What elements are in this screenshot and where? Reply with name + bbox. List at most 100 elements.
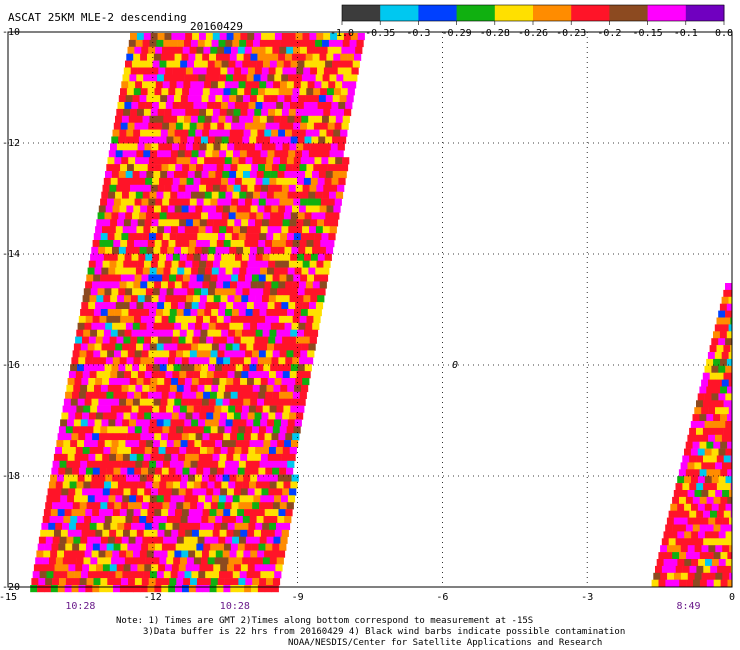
swath-cell [216, 240, 224, 248]
swath-cell [163, 115, 171, 123]
swath-cell [279, 467, 287, 475]
swath-cell [192, 219, 201, 227]
swath-cell [113, 122, 121, 130]
swath-cell [192, 412, 200, 420]
swath-cell [226, 226, 234, 234]
swath-cell [727, 579, 733, 587]
swath-cell [193, 253, 201, 261]
swath-cell [162, 350, 170, 358]
swath-cell [216, 164, 224, 172]
swath-cell [711, 559, 720, 567]
swath-cell [270, 171, 278, 179]
swath-cell [656, 559, 664, 567]
swath-cell [169, 274, 177, 282]
swath-cell [232, 115, 240, 123]
swath-cell [37, 543, 45, 551]
swath-cell [62, 557, 70, 565]
swath-cell [230, 585, 238, 593]
swath-cell [170, 39, 178, 48]
y-tick-label: -10 [2, 27, 20, 38]
swath-cell [283, 288, 292, 296]
swath-cell [88, 260, 96, 268]
swath-cell [176, 578, 184, 586]
swath-cell [240, 564, 249, 572]
swath-cell [663, 559, 671, 567]
swath-cell [171, 108, 179, 117]
swath-cell [177, 495, 185, 503]
swath-cell [236, 322, 244, 330]
swath-cell [133, 550, 141, 558]
swath-cell [164, 488, 173, 496]
swath-cell [257, 585, 266, 593]
swath-cell [181, 550, 189, 558]
swath-cell [233, 302, 241, 310]
swath-cell [199, 67, 207, 75]
swath-cell [242, 516, 250, 524]
swath-cell [256, 136, 264, 144]
swath-cell [197, 39, 205, 48]
swath-cell [174, 433, 183, 441]
swath-cell [660, 572, 668, 580]
swath-cell [140, 205, 148, 213]
swath-cell [261, 143, 269, 151]
swath-cell [718, 503, 726, 511]
swath-cell [347, 53, 355, 61]
swath-cell [78, 585, 86, 593]
swath-cell [50, 509, 58, 517]
swath-cell [730, 538, 732, 546]
swath-cell [723, 345, 731, 353]
swath-cell [153, 171, 161, 179]
swath-cell [122, 571, 130, 579]
swath-cell [185, 108, 193, 117]
swath-cell [198, 74, 206, 82]
swath-cell [307, 122, 315, 130]
swath-cell [287, 39, 295, 48]
swath-cell [189, 274, 197, 282]
swath-cell [266, 502, 274, 510]
swath-cell [275, 295, 283, 303]
swath-cell [127, 315, 135, 324]
swath-cell [266, 578, 274, 586]
swath-cell [228, 329, 236, 337]
swath-cell [87, 309, 95, 317]
swath-cell [191, 378, 199, 386]
swath-cell [177, 419, 185, 427]
swath-cell [137, 67, 145, 75]
swath-cell [185, 564, 193, 572]
swath-cell [212, 33, 220, 41]
swath-cell [269, 522, 277, 531]
swath-cell [248, 67, 256, 75]
swath-cell [129, 419, 137, 427]
swath-cell [84, 322, 92, 330]
swath-cell [272, 502, 281, 510]
swath-cell [178, 378, 186, 386]
swath-cell [258, 122, 266, 130]
swath-cell [249, 557, 257, 565]
swath-cell [92, 509, 100, 517]
swath-cell [106, 509, 114, 517]
swath-cell [296, 219, 304, 227]
swath-cell [137, 412, 145, 420]
swath-cell [70, 550, 79, 558]
swath-cell [315, 39, 323, 48]
swath-cell [714, 352, 722, 360]
swath-cell [275, 488, 283, 496]
swath-cell [91, 474, 99, 482]
swath-cell [217, 198, 225, 206]
swath-cell [181, 433, 189, 441]
swath-cell [297, 136, 305, 144]
swath-cell [309, 33, 317, 41]
swath-cell [269, 253, 277, 261]
swath-cell [126, 129, 134, 137]
swath-cell [198, 378, 206, 386]
swath-cell [86, 274, 94, 282]
swath-cell [183, 309, 191, 317]
swath-cell [259, 157, 267, 165]
swath-cell [675, 565, 683, 574]
swath-cell [129, 453, 137, 462]
swath-cell [722, 572, 730, 580]
swath-cell [270, 95, 278, 103]
swath-cell [304, 136, 312, 144]
swath-cell [270, 322, 278, 330]
swath-cell [130, 184, 138, 192]
